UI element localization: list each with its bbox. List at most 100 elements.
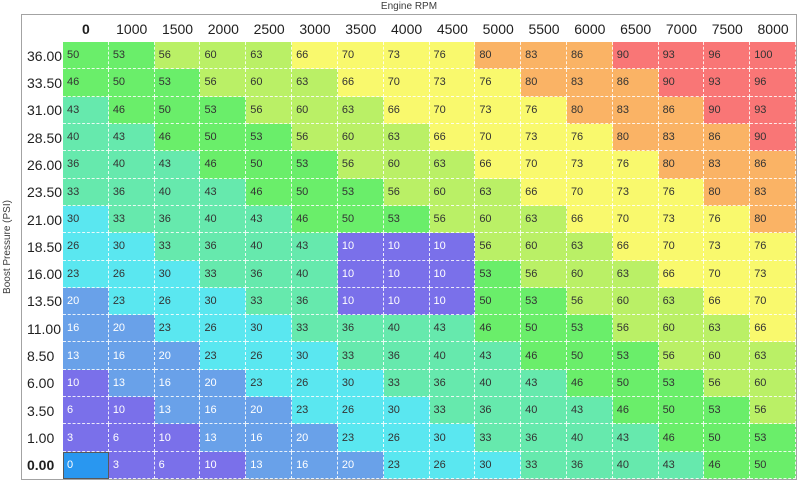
table-cell[interactable]: 30: [246, 315, 293, 343]
table-cell[interactable]: 36: [200, 233, 247, 261]
row-header-1.00[interactable]: 1.00: [22, 424, 63, 452]
table-cell[interactable]: 40: [383, 315, 430, 343]
table-cell[interactable]: 60: [521, 233, 567, 261]
table-cell[interactable]: 90: [750, 123, 796, 152]
table-cell[interactable]: 63: [337, 96, 384, 124]
table-cell[interactable]: 83: [750, 178, 796, 206]
table-cell[interactable]: 30: [429, 424, 476, 452]
table-cell[interactable]: 6: [108, 424, 155, 452]
table-cell[interactable]: 20: [108, 315, 155, 343]
table-cell[interactable]: 93: [704, 69, 751, 97]
row-header-11.00[interactable]: 11.00: [22, 315, 63, 343]
table-cell[interactable]: 40: [429, 342, 476, 370]
table-cell[interactable]: 76: [475, 69, 522, 97]
table-cell[interactable]: 33: [383, 369, 430, 398]
table-cell[interactable]: 53: [704, 397, 751, 425]
row-header-28.50[interactable]: 28.50: [22, 123, 63, 152]
table-cell[interactable]: 40: [246, 233, 293, 261]
table-cell[interactable]: 80: [750, 205, 796, 234]
table-cell[interactable]: 56: [337, 151, 384, 179]
table-cell[interactable]: 16: [154, 369, 201, 398]
table-cell[interactable]: 83: [704, 151, 751, 179]
table-cell[interactable]: 50: [521, 315, 567, 343]
table-cell[interactable]: 100: [750, 42, 796, 70]
column-header-3000[interactable]: 3000: [292, 15, 338, 42]
table-cell[interactable]: 63: [612, 260, 659, 288]
table-cell[interactable]: 26: [246, 342, 293, 370]
table-cell[interactable]: 26: [200, 315, 247, 343]
table-cell[interactable]: 43: [108, 123, 155, 152]
table-cell[interactable]: 56: [292, 123, 338, 152]
table-cell[interactable]: 53: [383, 205, 430, 234]
table-cell[interactable]: 56: [246, 96, 293, 124]
table-cell[interactable]: 26: [63, 233, 109, 261]
column-header-1000[interactable]: 1000: [108, 15, 155, 42]
table-cell[interactable]: 56: [612, 315, 659, 343]
table-cell[interactable]: 33: [337, 342, 384, 370]
table-cell[interactable]: 36: [566, 451, 613, 479]
table-cell[interactable]: 60: [292, 96, 338, 124]
table-cell[interactable]: 90: [704, 96, 751, 124]
table-cell[interactable]: 66: [704, 287, 751, 316]
table-cell[interactable]: 50: [246, 151, 293, 179]
table-cell[interactable]: 36: [154, 205, 201, 234]
table-cell[interactable]: 43: [658, 451, 705, 479]
table-cell[interactable]: 70: [704, 260, 751, 288]
table-cell[interactable]: 53: [475, 260, 522, 288]
table-cell[interactable]: 26: [154, 287, 201, 316]
table-cell[interactable]: 70: [566, 178, 613, 206]
table-cell[interactable]: 66: [612, 233, 659, 261]
table-cell[interactable]: 80: [475, 42, 522, 70]
table-cell[interactable]: 33: [200, 260, 247, 288]
column-header-6500[interactable]: 6500: [612, 15, 659, 42]
table-cell[interactable]: 70: [383, 69, 430, 97]
table-cell[interactable]: 33: [154, 233, 201, 261]
table-cell[interactable]: 60: [383, 151, 430, 179]
table-cell[interactable]: 43: [246, 205, 293, 234]
table-cell[interactable]: 50: [704, 424, 751, 452]
table-cell[interactable]: 90: [612, 42, 659, 70]
table-cell[interactable]: 60: [337, 123, 384, 152]
table-cell[interactable]: 43: [521, 369, 567, 398]
table-cell[interactable]: 60: [566, 260, 613, 288]
table-cell[interactable]: 33: [429, 397, 476, 425]
table-cell[interactable]: 93: [658, 42, 705, 70]
table-cell[interactable]: 53: [246, 123, 293, 152]
table-cell[interactable]: 16: [292, 451, 338, 479]
table-cell[interactable]: 40: [200, 205, 247, 234]
table-cell[interactable]: 76: [750, 233, 796, 261]
table-cell[interactable]: 33: [246, 287, 293, 316]
table-cell[interactable]: 70: [337, 42, 384, 70]
table-cell[interactable]: 40: [612, 451, 659, 479]
table-cell[interactable]: 50: [200, 123, 247, 152]
table-cell[interactable]: 73: [521, 123, 567, 152]
row-header-33.50[interactable]: 33.50: [22, 69, 63, 97]
table-cell[interactable]: 40: [475, 369, 522, 398]
row-header-0.00[interactable]: 0.00: [22, 451, 63, 479]
table-cell[interactable]: 46: [63, 69, 109, 97]
table-cell[interactable]: 10: [108, 397, 155, 425]
table-cell[interactable]: 53: [337, 178, 384, 206]
column-header-1500[interactable]: 1500: [154, 15, 201, 42]
table-cell[interactable]: 76: [612, 151, 659, 179]
table-cell[interactable]: 63: [704, 315, 751, 343]
table-cell[interactable]: 50: [337, 205, 384, 234]
table-cell[interactable]: 10: [63, 369, 109, 398]
table-cell[interactable]: 23: [246, 369, 293, 398]
table-cell[interactable]: 53: [566, 315, 613, 343]
table-cell[interactable]: 30: [63, 205, 109, 234]
table-cell[interactable]: 10: [383, 260, 430, 288]
table-cell[interactable]: 33: [521, 451, 567, 479]
table-cell[interactable]: 66: [292, 42, 338, 70]
table-cell[interactable]: 63: [475, 178, 522, 206]
table-cell[interactable]: 30: [337, 369, 384, 398]
row-header-6.00[interactable]: 6.00: [22, 369, 63, 398]
column-header-5000[interactable]: 5000: [475, 15, 522, 42]
table-cell[interactable]: 63: [246, 42, 293, 70]
table-cell[interactable]: 86: [658, 96, 705, 124]
table-cell[interactable]: 36: [383, 342, 430, 370]
table-cell[interactable]: 66: [658, 260, 705, 288]
table-cell[interactable]: 46: [704, 451, 751, 479]
table-cell[interactable]: 43: [200, 178, 247, 206]
row-header-16.00[interactable]: 16.00: [22, 260, 63, 288]
